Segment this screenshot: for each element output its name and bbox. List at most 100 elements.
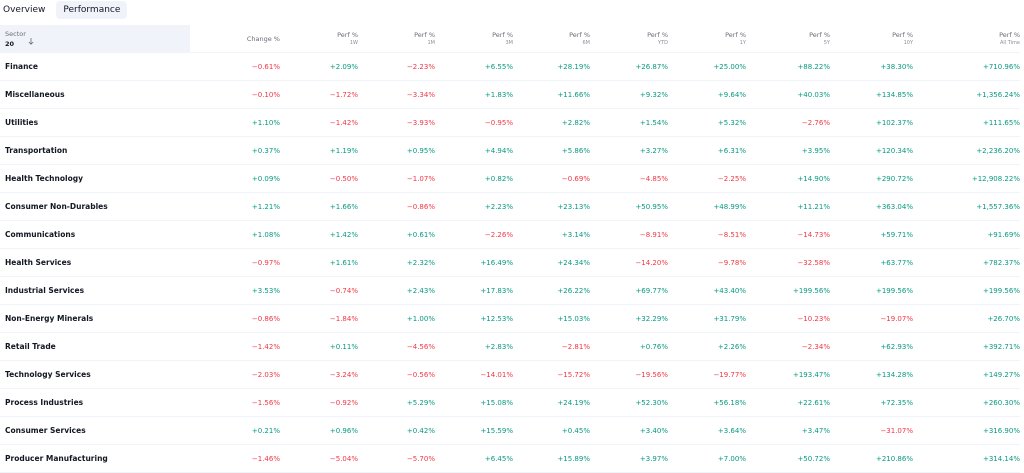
perf-value: −0.86% [406,202,435,211]
perf-value: −1.07% [406,174,435,183]
table-row[interactable]: Retail Trade −1.42% +0.11% −4.56% +2.83% −2.8… [0,333,1020,361]
sector-name[interactable]: Industrial Services [5,286,85,295]
sector-name[interactable]: Health Services [5,258,72,267]
table-row[interactable]: Producer Manufacturing −1.46% −5.04% −5.70%… [0,445,1020,473]
sector-header[interactable]: Sector 20 [0,25,190,53]
sector-name[interactable]: Technology Services [5,370,91,379]
sector-name[interactable]: Consumer Non-Durables [5,202,108,211]
perf-value: −4.56% [406,342,435,351]
perf-value: +3.27% [639,146,668,155]
perf-value: +199.56% [875,286,913,295]
perf-value: +1.61% [329,258,358,267]
perf-value: +88.22% [797,62,830,71]
perf-value: +0.37% [251,146,280,155]
perf-value: +0.95% [406,146,435,155]
perf-value: +7.00% [717,454,746,463]
perf-value: +17.83% [480,286,513,295]
table-row[interactable]: Miscellaneous −0.10% −1.72% −3.34% +1.83% +11… [0,81,1020,109]
perf-value: +26.22% [557,286,590,295]
perf-value: +48.99% [713,202,746,211]
column-period: YTD [658,40,668,46]
sector-name[interactable]: Non-Energy Minerals [5,314,94,323]
column-header[interactable]: Perf % 1W [280,31,358,47]
sector-name[interactable]: Utilities [5,118,39,127]
sector-name[interactable]: Miscellaneous [5,90,65,99]
table-row[interactable]: Transportation +0.37% +1.19% +0.95% +4.94% +5… [0,137,1020,165]
perf-value: −19.56% [635,370,668,379]
perf-value: +1.83% [484,90,513,99]
perf-value: +16.49% [480,258,513,267]
table-row[interactable]: Process Industries −1.56% −0.92% +5.29% +15.… [0,389,1020,417]
perf-value: +11.66% [557,90,590,99]
perf-value: +2.83% [484,342,513,351]
perf-value: +2.82% [561,118,590,127]
column-header[interactable]: Perf % 10Y [830,31,913,47]
perf-value: −31.07% [880,426,913,435]
column-header[interactable]: Perf % All Time [913,31,1020,47]
perf-value: −2.03% [251,370,280,379]
perf-value: +0.61% [406,230,435,239]
perf-value: +3.47% [801,426,830,435]
perf-value: −3.24% [329,370,358,379]
sector-name[interactable]: Transportation [5,146,68,155]
perf-value: +1.21% [251,202,280,211]
perf-value: −8.51% [717,230,746,239]
perf-value: +56.18% [713,398,746,407]
table-row[interactable]: Non-Energy Minerals −0.86% −1.84% +1.00% +12… [0,305,1020,333]
column-header[interactable]: Perf % 6M [513,31,590,47]
perf-value: +50.95% [635,202,668,211]
table-row[interactable]: Finance −0.61% +2.09% −2.23% +6.55% +28.19% +2… [0,53,1020,81]
column-header[interactable]: Perf % YTD [590,31,668,47]
table-row[interactable]: Utilities +1.10% −1.42% −3.93% −0.95% +2.82% +… [0,109,1020,137]
perf-value: +5.32% [717,118,746,127]
table-row[interactable]: Consumer Services +0.21% +0.96% +0.42% +15.5… [0,417,1020,445]
perf-value: +72.35% [880,398,913,407]
column-header[interactable]: Perf % 1Y [668,31,746,47]
perf-value: +260.30% [982,398,1020,407]
perf-value: −5.70% [406,454,435,463]
perf-value: +782.37% [982,258,1020,267]
column-header[interactable]: Change % [190,35,280,43]
table-row[interactable]: Communications +1.08% +1.42% +0.61% −2.26% +3… [0,221,1020,249]
perf-value: +28.19% [557,62,590,71]
tab-active[interactable]: Performance [56,1,128,19]
table-row[interactable]: Health Technology +0.09% −0.50% −1.07% +0.82… [0,165,1020,193]
sector-name[interactable]: Consumer Services [5,426,86,435]
perf-value: +3.97% [639,454,668,463]
column-header[interactable]: Perf % 5Y [746,31,830,47]
perf-value: +3.64% [717,426,746,435]
table-row[interactable]: Technology Services −2.03% −3.24% −0.56% −14… [0,361,1020,389]
table-row[interactable]: Consumer Non-Durables +1.21% +1.66% −0.86% +… [0,193,1020,221]
column-period: 6M [582,40,591,46]
table-row[interactable]: Industrial Services +3.53% −0.74% +2.43% +17… [0,277,1020,305]
perf-value: +31.79% [713,314,746,323]
sector-name[interactable]: Retail Trade [5,342,56,351]
perf-value: +23.13% [557,202,590,211]
sector-name[interactable]: Health Technology [5,174,83,183]
perf-value: +5.86% [561,146,590,155]
perf-value: −1.72% [329,90,358,99]
perf-value: +38.30% [880,62,913,71]
column-period: 3M [505,40,514,46]
column-period: 1Y [739,40,746,46]
table-row[interactable]: Health Services −0.97% +1.61% +2.32% +16.49%… [0,249,1020,277]
perf-value: −0.95% [484,118,513,127]
tab[interactable]: Overview [3,5,46,15]
perf-value: +1.19% [329,146,358,155]
sector-name[interactable]: Finance [5,62,38,71]
perf-value: −3.34% [406,90,435,99]
perf-value: +0.76% [639,342,668,351]
perf-value: +0.45% [561,426,590,435]
column-title: Perf % [569,31,590,39]
perf-value: −2.34% [801,342,830,351]
column-header[interactable]: Perf % 3M [435,31,513,47]
column-period: 5Y [823,40,830,46]
sector-name[interactable]: Process Industries [5,398,84,407]
sector-name[interactable]: Communications [5,230,76,239]
column-header[interactable]: Perf % 1M [358,31,435,47]
perf-value: −1.84% [329,314,358,323]
perf-value: −19.77% [713,370,746,379]
sector-name[interactable]: Producer Manufacturing [5,454,108,463]
perf-value: −4.85% [639,174,668,183]
